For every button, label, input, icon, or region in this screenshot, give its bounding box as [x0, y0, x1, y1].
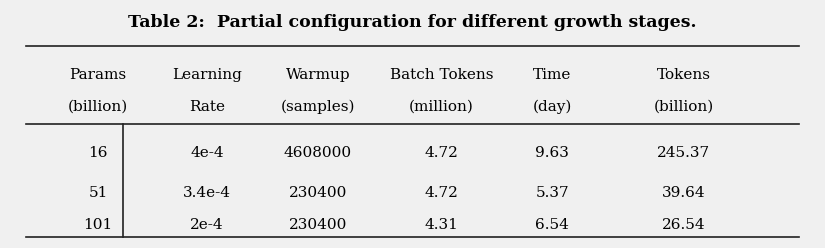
Text: 245.37: 245.37 [658, 146, 710, 160]
Text: 9.63: 9.63 [535, 146, 569, 160]
Text: Table 2:  Partial configuration for different growth stages.: Table 2: Partial configuration for diffe… [128, 14, 697, 31]
Text: Batch Tokens: Batch Tokens [389, 68, 493, 82]
Text: 2e-4: 2e-4 [190, 217, 224, 232]
Text: Learning: Learning [172, 68, 242, 82]
Text: 101: 101 [83, 217, 113, 232]
Text: 39.64: 39.64 [662, 186, 705, 200]
Text: (million): (million) [409, 100, 474, 114]
Text: 4e-4: 4e-4 [190, 146, 224, 160]
Text: (billion): (billion) [68, 100, 128, 114]
Text: 16: 16 [88, 146, 108, 160]
Text: Tokens: Tokens [657, 68, 711, 82]
Text: Warmup: Warmup [285, 68, 351, 82]
Text: (billion): (billion) [653, 100, 714, 114]
Text: Time: Time [533, 68, 572, 82]
Text: 230400: 230400 [289, 186, 347, 200]
Text: 5.37: 5.37 [535, 186, 569, 200]
Text: 6.54: 6.54 [535, 217, 569, 232]
Text: 4.72: 4.72 [424, 186, 458, 200]
Text: (samples): (samples) [280, 100, 356, 114]
Text: Rate: Rate [189, 100, 225, 114]
Text: 26.54: 26.54 [662, 217, 705, 232]
Text: 4608000: 4608000 [284, 146, 352, 160]
Text: 230400: 230400 [289, 217, 347, 232]
Text: 51: 51 [88, 186, 108, 200]
Text: Params: Params [69, 68, 126, 82]
Text: 3.4e-4: 3.4e-4 [183, 186, 231, 200]
Text: 4.31: 4.31 [424, 217, 458, 232]
Text: 4.72: 4.72 [424, 146, 458, 160]
Text: (day): (day) [533, 100, 572, 114]
